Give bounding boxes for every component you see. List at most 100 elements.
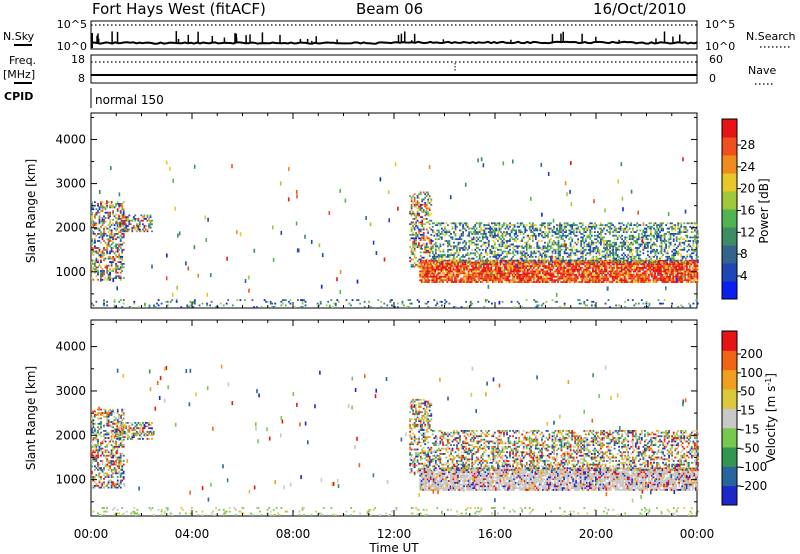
heatmap-cell (419, 265, 422, 268)
heatmap-cell (616, 261, 618, 264)
heatmap-cell (678, 275, 681, 278)
heatmap-cell (91, 240, 93, 242)
heatmap-cell (547, 236, 549, 239)
heatmap-cell (650, 261, 652, 263)
heatmap-cell (543, 274, 546, 276)
heatmap-cell (609, 252, 611, 255)
heatmap-cell (483, 243, 486, 246)
heatmap-cell (531, 274, 534, 276)
heatmap-cell (588, 265, 591, 267)
heatmap-cell (514, 279, 517, 282)
heatmap-cell (600, 224, 602, 226)
heatmap-cell (122, 208, 125, 211)
heatmap-cell (548, 265, 550, 267)
heatmap-cell (693, 279, 696, 282)
heatmap-cell (425, 221, 428, 224)
heatmap-cell (677, 238, 680, 241)
heatmap-cell (656, 233, 658, 235)
heatmap-cell (440, 275, 443, 278)
heatmap-cell (149, 223, 152, 226)
heatmap-cell (541, 304, 543, 307)
heatmap-cell (500, 238, 502, 241)
heatmap-cell (601, 254, 604, 256)
heatmap-cell (429, 268, 432, 271)
heatmap-cell (412, 265, 414, 268)
heatmap-cell (481, 277, 484, 280)
heatmap-cell (110, 203, 113, 205)
heatmap-cell (112, 268, 114, 271)
heatmap-cell (482, 263, 485, 266)
heatmap-cell (434, 238, 437, 241)
heatmap-cell (595, 252, 598, 255)
heatmap-cell (501, 274, 503, 276)
heatmap-cell (557, 243, 560, 246)
heatmap-cell (581, 277, 584, 280)
heatmap-cell (423, 277, 426, 280)
heatmap-cell (475, 281, 478, 283)
heatmap-cell (192, 306, 195, 308)
heatmap-cell (622, 252, 625, 255)
heatmap-cell (459, 234, 461, 237)
heatmap-cell (557, 224, 560, 226)
heatmap-cell (631, 229, 634, 232)
heatmap-cell (507, 277, 509, 280)
heatmap-cell (545, 234, 548, 237)
heatmap-cell (637, 261, 640, 264)
heatmap-cell (633, 240, 636, 242)
heatmap-cell (446, 268, 449, 271)
heatmap-cell (550, 222, 552, 225)
heatmap-cell (427, 210, 430, 213)
heatmap-cell (607, 245, 610, 248)
heatmap-cell (498, 243, 501, 246)
heatmap-cell (490, 263, 493, 266)
heatmap-cell (530, 247, 533, 249)
heatmap-cell (391, 299, 393, 301)
heatmap-cell (425, 218, 428, 220)
heatmap-cell (618, 255, 620, 258)
heatmap-cell (437, 238, 440, 241)
heatmap-cell (569, 274, 571, 276)
heatmap-cell (585, 279, 588, 282)
heatmap-cell (462, 247, 464, 249)
heatmap-cell (648, 227, 651, 230)
heatmap-cell (664, 267, 667, 269)
heatmap-cell (559, 250, 561, 253)
heatmap-cell (640, 275, 643, 278)
heatmap-cell (122, 230, 125, 233)
heatmap-cell (444, 299, 446, 301)
heatmap-cell (98, 254, 101, 256)
heatmap-cell (633, 231, 636, 233)
heatmap-cell (483, 261, 486, 263)
heatmap-cell (115, 277, 117, 279)
heatmap-cell (135, 230, 138, 233)
heatmap-cell (107, 227, 110, 230)
heatmap-cell (639, 238, 642, 241)
heatmap-cell (590, 300, 593, 303)
heatmap-cell (422, 223, 425, 226)
heatmap-cell (521, 257, 524, 260)
heatmap-cell (486, 227, 489, 230)
heatmap-cell (454, 252, 457, 255)
heatmap-cell (567, 281, 570, 283)
heatmap-cell (612, 234, 614, 237)
heatmap-cell (608, 274, 611, 276)
heatmap-cell (617, 281, 620, 283)
heatmap-cell (101, 224, 104, 226)
heatmap-cell (444, 302, 446, 305)
heatmap-cell (525, 277, 528, 280)
heatmap-cell (623, 265, 626, 267)
heatmap-cell (470, 275, 473, 278)
heatmap-cell (650, 229, 652, 232)
heatmap-cell (118, 275, 121, 278)
heatmap-cell (463, 245, 466, 248)
heatmap-cell (581, 227, 584, 230)
heatmap-cell (369, 306, 372, 308)
heatmap-cell (415, 235, 417, 238)
heatmap-cell (678, 272, 681, 275)
heatmap-cell (678, 270, 681, 273)
heatmap-cell (497, 222, 499, 225)
heatmap-cell (101, 233, 104, 235)
heatmap-cell (522, 274, 525, 276)
heatmap-cell (585, 268, 588, 271)
